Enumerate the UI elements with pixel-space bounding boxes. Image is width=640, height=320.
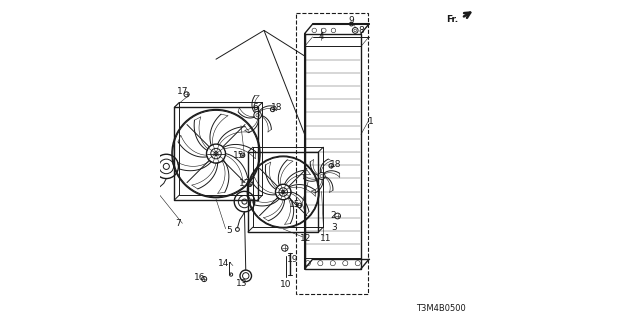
Text: 13: 13 — [236, 279, 247, 288]
Text: 15: 15 — [289, 200, 301, 209]
Text: 17: 17 — [177, 87, 188, 96]
Text: 16: 16 — [195, 273, 205, 282]
Text: 18: 18 — [330, 160, 341, 169]
Text: 12: 12 — [300, 234, 311, 243]
Text: 6: 6 — [253, 103, 258, 112]
Text: Fr.: Fr. — [447, 15, 458, 24]
Text: 11: 11 — [320, 234, 332, 243]
Text: 7: 7 — [176, 220, 181, 228]
Text: 17: 17 — [239, 179, 250, 188]
Text: 4: 4 — [318, 32, 324, 41]
Text: T3M4B0500: T3M4B0500 — [416, 304, 466, 313]
Text: 2: 2 — [330, 211, 335, 220]
Text: 18: 18 — [271, 103, 282, 112]
Text: 10: 10 — [280, 280, 291, 289]
Text: 14: 14 — [218, 259, 230, 268]
Text: 5: 5 — [226, 226, 232, 235]
Bar — [296, 13, 368, 294]
Text: 3: 3 — [332, 223, 337, 232]
Text: 9: 9 — [349, 16, 354, 25]
Text: 8: 8 — [358, 26, 364, 35]
Text: 15: 15 — [233, 151, 244, 160]
Text: 1: 1 — [369, 117, 374, 126]
Text: 19: 19 — [287, 255, 298, 264]
